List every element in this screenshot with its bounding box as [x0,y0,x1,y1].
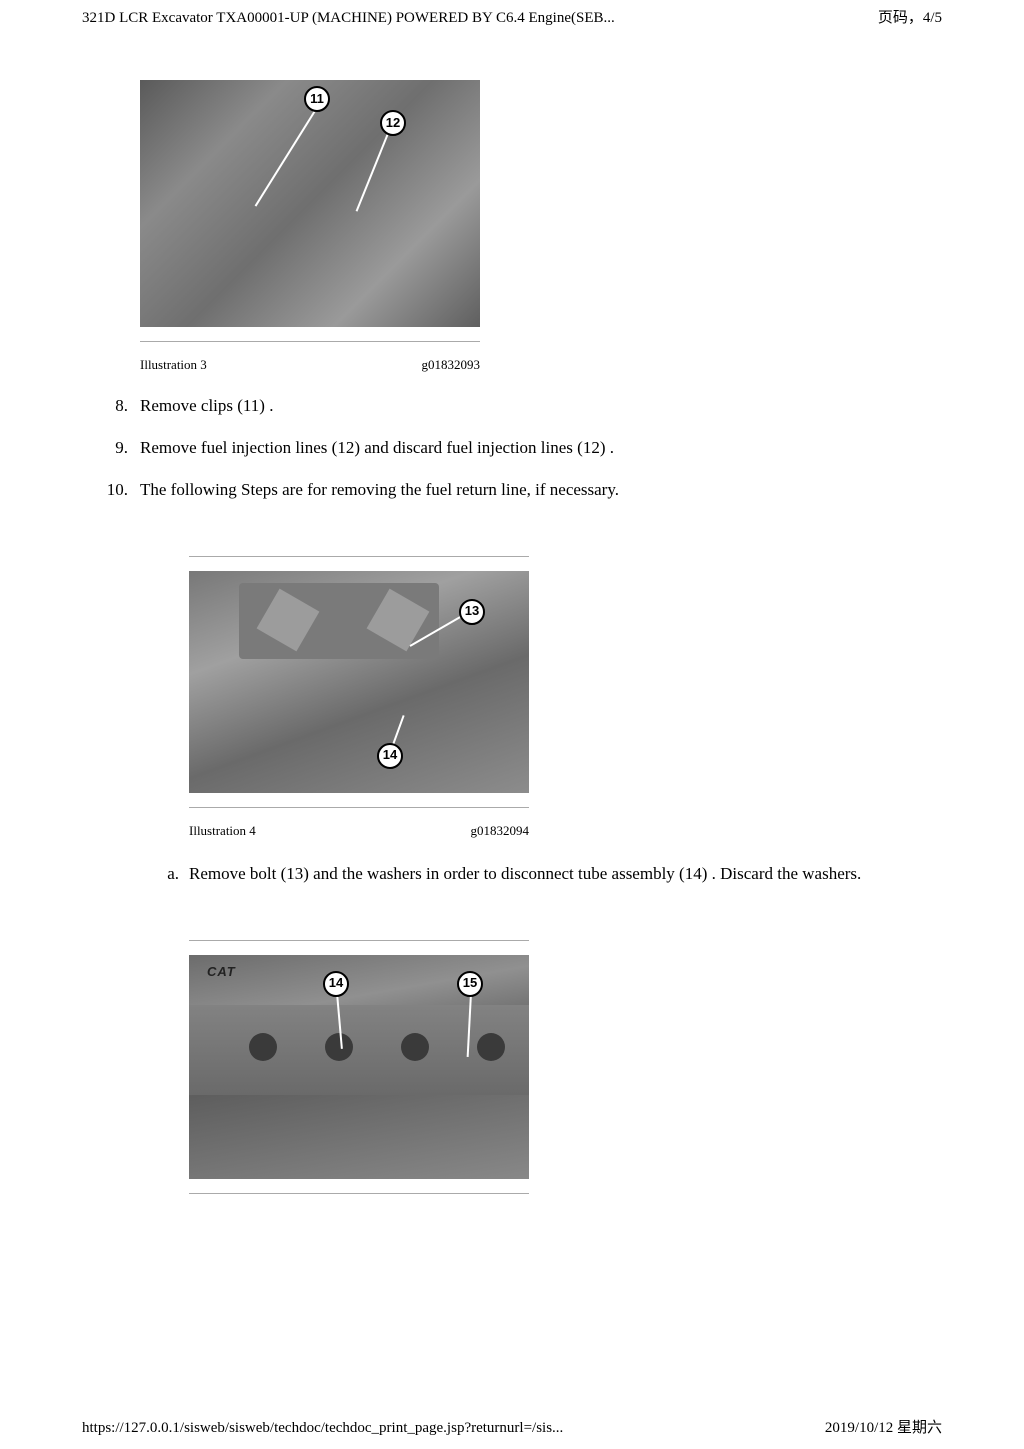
figure-3-label: Illustration 3 [140,356,207,374]
footer-left: https://127.0.0.1/sisweb/sisweb/techdoc/… [82,1418,563,1439]
step-10: 10. The following Steps are for removing… [82,478,942,502]
step-10a: a. Remove bolt (13) and the washers in o… [140,862,942,886]
figure-5-block: CAT 14 15 [189,940,942,1194]
figure-3-caption: Illustration 3 g01832093 [140,356,480,374]
figure-5-image: CAT 14 15 [189,955,529,1179]
figure-divider [189,556,529,557]
figure-3-block: 11 12 Illustration 3 g01832093 [140,80,942,374]
figure-4-caption: Illustration 4 g01832094 [189,822,529,840]
figure-3-code: g01832093 [422,356,481,374]
figure-4-block: 13 14 Illustration 4 g01832094 [189,556,942,840]
callout-14b: 14 [323,971,349,997]
step-text: The following Steps are for removing the… [140,478,942,502]
steps-list: 8. Remove clips (11) . 9. Remove fuel in… [82,394,942,501]
step-8: 8. Remove clips (11) . [82,394,942,418]
figure-divider [189,807,529,808]
step-number: 9. [82,436,140,460]
step-text: Remove fuel injection lines (12) and dis… [140,436,942,460]
callout-13: 13 [459,599,485,625]
callout-11: 11 [304,86,330,112]
header-right: 页码，4/5 [878,8,942,29]
sub-steps-list: a. Remove bolt (13) and the washers in o… [140,862,942,886]
figure-4-label: Illustration 4 [189,822,256,840]
step-number: 8. [82,394,140,418]
step-9: 9. Remove fuel injection lines (12) and … [82,436,942,460]
page-header: 321D LCR Excavator TXA00001-UP (MACHINE)… [0,8,1024,29]
footer-right: 2019/10/12 星期六 [825,1418,942,1439]
page-footer: https://127.0.0.1/sisweb/sisweb/techdoc/… [0,1418,1024,1439]
figure-divider [189,940,529,941]
figure-divider [189,1193,529,1194]
header-left: 321D LCR Excavator TXA00001-UP (MACHINE)… [82,8,615,29]
figure-divider [140,341,480,342]
brand-label: CAT [207,963,236,981]
step-text: Remove bolt (13) and the washers in orde… [189,862,942,886]
step-number: a. [140,862,189,886]
step-number: 10. [82,478,140,502]
figure-3-image: 11 12 [140,80,480,327]
page-content: 11 12 Illustration 3 g01832093 8. Remove… [0,0,1024,1268]
step-text: Remove clips (11) . [140,394,942,418]
figure-4-code: g01832094 [471,822,530,840]
callout-15: 15 [457,971,483,997]
callout-14: 14 [377,743,403,769]
figure-4-image: 13 14 [189,571,529,793]
callout-12: 12 [380,110,406,136]
